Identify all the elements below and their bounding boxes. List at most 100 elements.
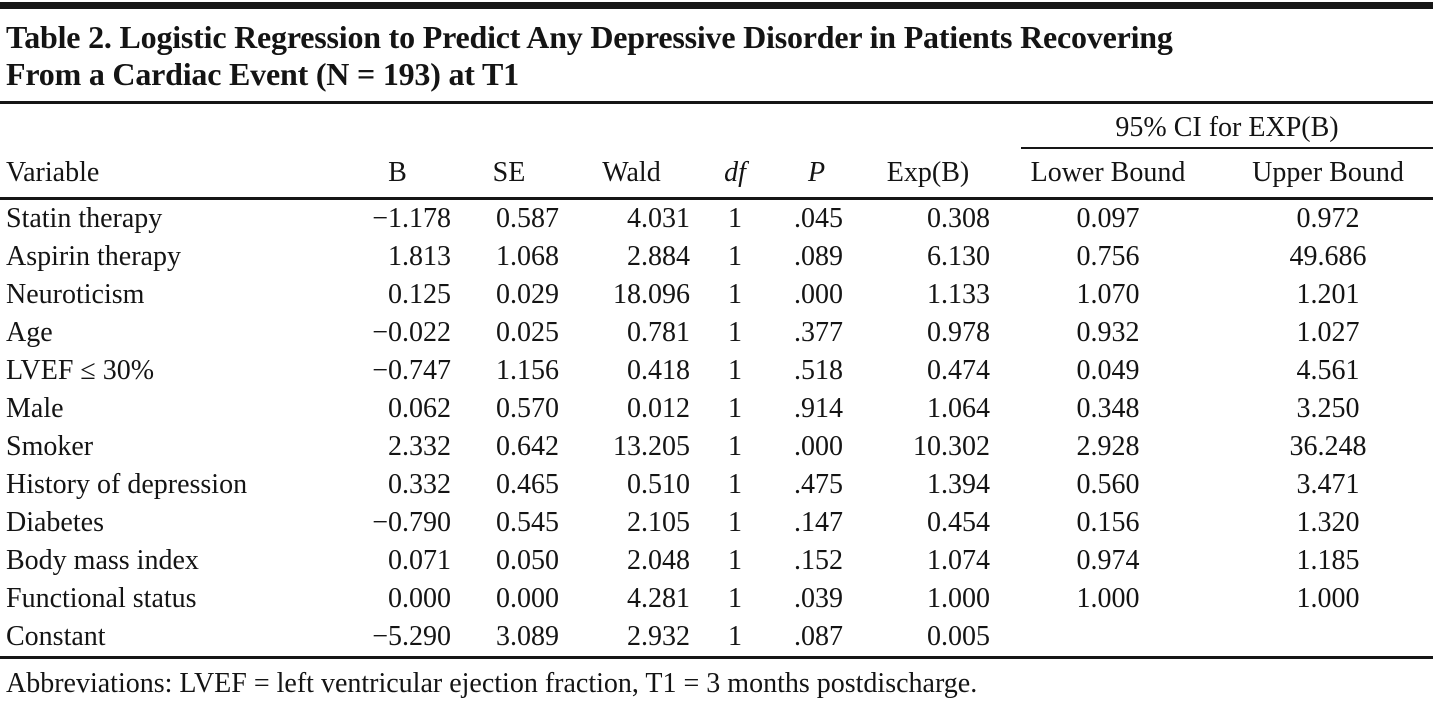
cell-df: 1 <box>728 583 742 614</box>
cell-df: 1 <box>728 317 742 348</box>
cell-wald: 2.048 <box>627 545 690 576</box>
cell-p: .039 <box>794 583 843 614</box>
column-header-row: Variable B SE Wald df P Exp(B) Lower Bou… <box>0 149 1433 200</box>
cell-lower: 0.560 <box>1076 469 1140 500</box>
cell-se: 1.156 <box>496 355 559 386</box>
table-footnote: Abbreviations: LVEF = left ventricular e… <box>6 668 978 699</box>
cell-variable: Functional status <box>6 583 197 614</box>
cell-exp_b: 0.978 <box>927 317 990 348</box>
cell-upper: 1.000 <box>1296 583 1360 614</box>
cell-upper: 4.561 <box>1296 355 1360 386</box>
cell-se: 0.570 <box>496 393 559 424</box>
cell-variable: Body mass index <box>6 545 199 576</box>
cell-wald: 2.105 <box>627 507 690 538</box>
cell-df: 1 <box>728 355 742 386</box>
cell-b: −0.790 <box>372 507 451 538</box>
col-header-df: df <box>700 149 770 200</box>
cell-wald: 2.932 <box>563 618 700 659</box>
cell-wald: 0.012 <box>627 393 690 424</box>
table-row: Statin therapy −1.178 0.587 4.031 1 .045 0.308… <box>0 199 1433 239</box>
table-body: Statin therapy −1.178 0.587 4.031 1 .045 0.308… <box>0 199 1433 659</box>
cell-df: 1 <box>728 431 742 462</box>
cell-variable: Smoker <box>6 431 94 462</box>
col-header-wald: Wald <box>563 149 700 200</box>
cell-variable: LVEF ≤ 30% <box>6 355 155 386</box>
cell-b: 0.000 <box>388 583 451 614</box>
table-row: Diabetes −0.790 0.545 2.105 1 .147 0.454 0.156 1… <box>0 504 1433 542</box>
cell-p: .152 <box>794 545 843 576</box>
table-row: LVEF ≤ 30% −0.747 1.156 0.418 1 .518 0.474 0.04… <box>0 352 1433 390</box>
cell-df: 1 <box>700 618 770 659</box>
table-row: Constant −5.290 3.089 2.932 1.087 0.005 <box>0 618 1433 659</box>
cell-se: 1.068 <box>496 241 559 272</box>
cell-b: −0.022 <box>372 317 451 348</box>
cell-upper: 3.471 <box>1296 469 1360 500</box>
cell-lower: 0.756 <box>1076 241 1140 272</box>
cell-se: 0.025 <box>496 317 559 348</box>
cell-upper: 0.972 <box>1296 203 1360 234</box>
table-title: Table 2. Logistic Regression to Predict … <box>6 19 1433 93</box>
cell-b: 2.332 <box>388 431 451 462</box>
cell-lower: 1.000 <box>1076 583 1140 614</box>
cell-df: 1 <box>728 279 742 310</box>
cell-p: .045 <box>794 203 843 234</box>
ci-span-header-cell: 95% CI for EXP(B) <box>993 104 1433 149</box>
cell-se: 0.000 <box>496 583 559 614</box>
cell-lower: 0.932 <box>1076 317 1140 348</box>
table-row: History of depression 0.332 0.465 0.510 1 .47… <box>0 466 1433 504</box>
cell-exp_b: 1.000 <box>927 583 990 614</box>
cell-upper <box>1223 618 1433 659</box>
cell-p: .475 <box>794 469 843 500</box>
cell-b: −5.290 <box>340 618 455 659</box>
cell-exp_b: 0.474 <box>927 355 990 386</box>
cell-exp_b: 10.302 <box>913 431 990 462</box>
cell-exp_b: 1.394 <box>927 469 990 500</box>
cell-variable: Age <box>6 317 53 348</box>
table-row: Aspirin therapy 1.813 1.068 2.884 1 .089 6.130… <box>0 238 1433 276</box>
top-rule <box>0 2 1433 9</box>
cell-p: .089 <box>794 241 843 272</box>
cell-upper: 1.320 <box>1296 507 1360 538</box>
cell-variable: Diabetes <box>6 507 104 538</box>
cell-wald: 13.205 <box>613 431 690 462</box>
table-title-line2: From a Cardiac Event (N = 193) at T1 <box>6 56 519 92</box>
cell-df: 1 <box>728 469 742 500</box>
cell-upper: 36.248 <box>1289 431 1367 462</box>
cell-wald: 0.510 <box>627 469 690 500</box>
cell-se: 0.642 <box>496 431 559 462</box>
cell-se: 0.050 <box>496 545 559 576</box>
cell-df: 1 <box>728 203 742 234</box>
cell-b: 0.125 <box>388 279 451 310</box>
cell-p: .147 <box>794 507 843 538</box>
cell-b: 1.813 <box>388 241 451 272</box>
cell-p: .518 <box>794 355 843 386</box>
cell-wald: 4.281 <box>627 583 690 614</box>
cell-lower: 2.928 <box>1076 431 1140 462</box>
cell-se: 0.545 <box>496 507 559 538</box>
cell-se: 0.465 <box>496 469 559 500</box>
cell-p: .914 <box>794 393 843 424</box>
ci-span-row: 95% CI for EXP(B) <box>0 104 1433 149</box>
cell-lower: 1.070 <box>1076 279 1140 310</box>
cell-upper: 3.250 <box>1296 393 1360 424</box>
cell-variable: Neuroticism <box>6 279 145 310</box>
cell-exp_b: 1.064 <box>927 393 990 424</box>
col-header-se: SE <box>455 149 563 200</box>
cell-se: 0.587 <box>496 203 559 234</box>
col-header-b: B <box>340 149 455 200</box>
cell-exp_b: 0.454 <box>927 507 990 538</box>
cell-exp_b: 0.005 <box>863 618 993 659</box>
col-header-exp-b: Exp(B) <box>863 149 993 200</box>
col-header-variable: Variable <box>0 149 340 200</box>
cell-wald: 18.096 <box>613 279 690 310</box>
cell-b: −1.178 <box>372 203 451 234</box>
cell-exp_b: 1.133 <box>927 279 990 310</box>
table-row: Body mass index 0.071 0.050 2.048 1 .152 1.074… <box>0 542 1433 580</box>
cell-b: 0.062 <box>388 393 451 424</box>
cell-upper: 1.185 <box>1296 545 1360 576</box>
cell-exp_b: 6.130 <box>927 241 990 272</box>
cell-lower <box>993 618 1223 659</box>
cell-variable: Male <box>6 393 64 424</box>
cell-exp_b: 0.308 <box>927 203 990 234</box>
cell-variable: History of depression <box>6 469 248 500</box>
